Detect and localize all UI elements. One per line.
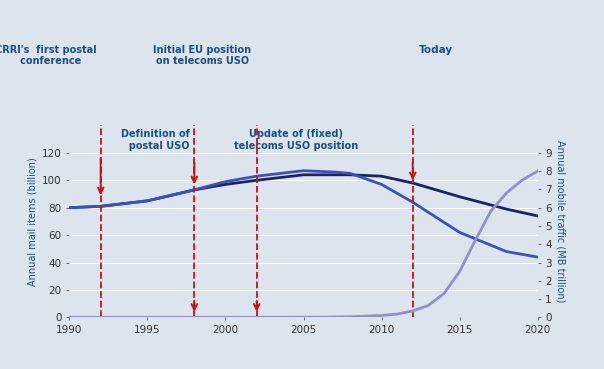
Text: Update of (fixed)
telecoms USO position: Update of (fixed) telecoms USO position — [234, 129, 358, 151]
Text: Initial EU position
on telecoms USO: Initial EU position on telecoms USO — [153, 45, 251, 66]
Y-axis label: Annual mail items (billion): Annual mail items (billion) — [28, 157, 38, 286]
Text: CRRI's  first postal
   conference: CRRI's first postal conference — [0, 45, 97, 66]
Text: Today: Today — [419, 45, 453, 55]
Y-axis label: Annual mobile traffic (MB trillion): Annual mobile traffic (MB trillion) — [556, 140, 566, 303]
Text: Definition of
  postal USO: Definition of postal USO — [121, 129, 190, 151]
